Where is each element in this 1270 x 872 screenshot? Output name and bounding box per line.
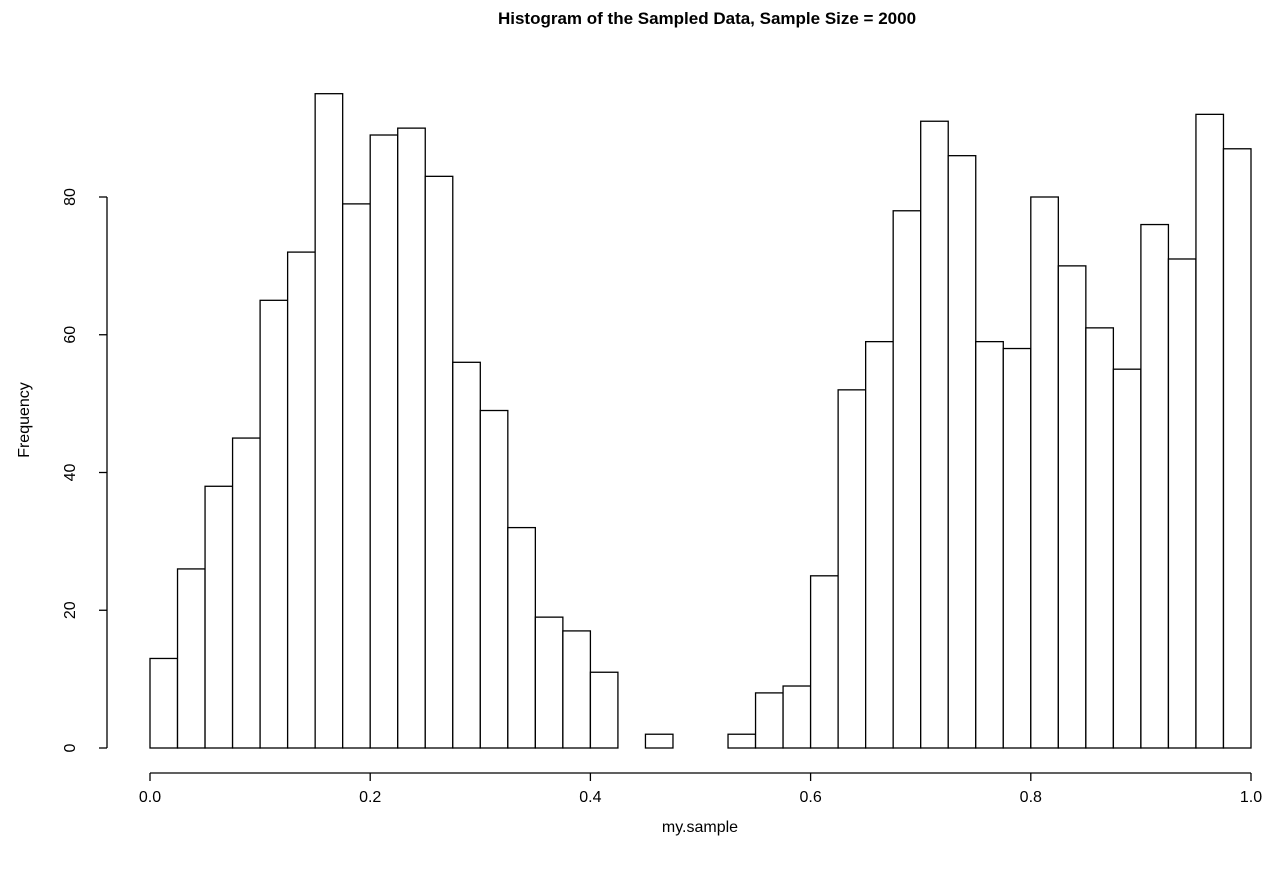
x-tick-label: 1.0	[1240, 789, 1262, 806]
x-tick-label: 0.4	[579, 789, 601, 806]
y-tick-label: 80	[62, 188, 79, 206]
bars-group	[149, 93, 1252, 749]
histogram-bar	[479, 409, 509, 749]
histogram-bar	[1140, 223, 1170, 749]
histogram-bar	[204, 485, 234, 749]
y-tick-label: 0	[62, 743, 79, 752]
histogram-bar	[1167, 258, 1197, 749]
histogram-bar	[782, 685, 812, 749]
histogram-bar	[507, 526, 537, 749]
y-axis: 0 20 40 60 80	[62, 188, 108, 752]
histogram-bar	[1002, 347, 1032, 749]
histogram-bar	[342, 203, 371, 749]
histogram-bar	[589, 671, 619, 749]
histogram-bar	[369, 134, 399, 749]
histogram-bar	[424, 175, 454, 749]
histogram-bar	[1030, 196, 1059, 749]
x-tick-label: 0.6	[799, 789, 821, 806]
histogram-bar	[865, 340, 894, 749]
histogram-bar	[727, 733, 757, 749]
y-tick-label: 60	[62, 326, 79, 344]
histogram-bar	[1222, 148, 1252, 749]
histogram-bar	[397, 127, 426, 749]
x-axis-title: my.sample	[662, 819, 738, 836]
histogram-bar	[231, 437, 261, 749]
histogram-bar	[975, 340, 1004, 749]
x-axis: 0.0 0.2 0.4 0.6 0.8 1.0	[139, 772, 1262, 806]
y-axis-title: Frequency	[16, 382, 33, 458]
x-tick-label: 0.0	[139, 789, 161, 806]
histogram-bar	[176, 568, 206, 749]
histogram-bar	[1112, 368, 1142, 749]
histogram-bar	[259, 299, 289, 749]
histogram-bar	[149, 657, 179, 749]
histogram-bar	[947, 155, 977, 749]
histogram-bar	[452, 361, 481, 749]
histogram-bar	[286, 251, 316, 749]
histogram-bar	[837, 389, 867, 749]
x-tick-label: 0.2	[359, 789, 381, 806]
histogram-bar	[1085, 327, 1115, 749]
histogram-bar	[920, 120, 949, 749]
histogram-bar	[892, 210, 922, 749]
histogram-bar	[562, 630, 592, 749]
y-ticks: 0 20 40 60 80	[62, 188, 107, 752]
histogram-bar	[1057, 265, 1087, 749]
y-tick-label: 20	[62, 601, 79, 619]
histogram-bar	[809, 575, 839, 749]
histogram-bar	[644, 733, 674, 749]
histogram-bar	[1195, 113, 1225, 749]
chart-title: Histogram of the Sampled Data, Sample Si…	[498, 9, 916, 28]
histogram-bar	[534, 616, 564, 749]
histogram-bar	[314, 93, 344, 749]
histogram-bar	[754, 692, 784, 749]
x-tick-label: 0.8	[1020, 789, 1042, 806]
x-ticks: 0.0 0.2 0.4 0.6 0.8 1.0	[139, 773, 1262, 806]
y-tick-label: 40	[62, 464, 79, 482]
